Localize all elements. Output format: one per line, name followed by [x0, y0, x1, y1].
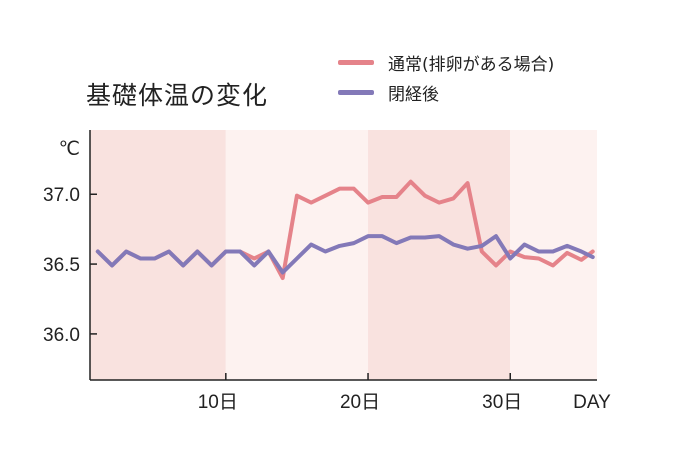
background-band [368, 130, 511, 380]
legend-label-normal: 通常(排卵がある場合) [388, 55, 555, 75]
y-tick-label: 36.5 [43, 255, 80, 276]
legend-swatch-menopause [338, 90, 374, 95]
legend-item-menopause: 閉経後 [338, 80, 439, 105]
x-unit-label: DAY [573, 392, 611, 413]
background-band [510, 130, 597, 380]
legend-item-normal: 通常(排卵がある場合) [338, 50, 554, 75]
series-line-1 [95, 234, 595, 275]
chart-title: 基礎体温の変化 [86, 81, 269, 110]
y-tick-label: 37.0 [43, 185, 80, 206]
legend-swatch-normal [338, 60, 374, 65]
y-tick-label: 36.0 [43, 325, 80, 346]
y-unit-label: ℃ [59, 139, 80, 160]
x-tick-label: 20日 [340, 392, 380, 413]
legend-label-menopause: 閉経後 [388, 85, 439, 105]
x-tick-label: 10日 [198, 392, 238, 413]
x-tick-label: 30日 [482, 392, 522, 413]
